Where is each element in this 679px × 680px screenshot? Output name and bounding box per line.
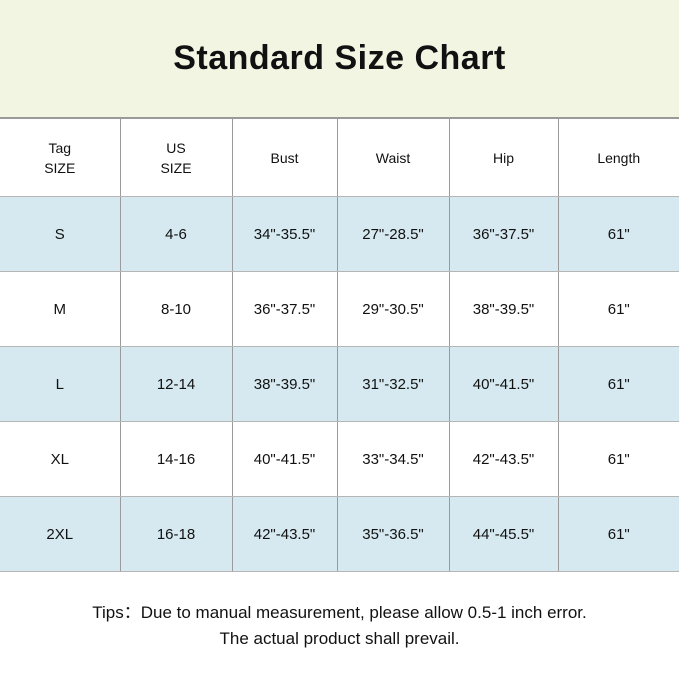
table-cell: 2XL	[0, 497, 120, 572]
table-cell: 36"-37.5"	[232, 272, 337, 347]
table-cell: 29"-30.5"	[337, 272, 449, 347]
tips-line-2: The actual product shall prevail.	[219, 626, 459, 652]
table-cell: 38"-39.5"	[232, 347, 337, 422]
tips-line-1: Tips：Due to manual measurement, please a…	[92, 600, 587, 626]
table-cell: 12-14	[120, 347, 232, 422]
table-cell: M	[0, 272, 120, 347]
table-cell: 36"-37.5"	[449, 197, 558, 272]
column-header-text: SIZE	[0, 158, 120, 178]
table-cell: 42"-43.5"	[449, 422, 558, 497]
table-cell: XL	[0, 422, 120, 497]
table-cell: 44"-45.5"	[449, 497, 558, 572]
column-header: Length	[558, 119, 679, 197]
page-title: Standard Size Chart	[0, 0, 679, 119]
table-cell: 31"-32.5"	[337, 347, 449, 422]
table-cell: 40"-41.5"	[449, 347, 558, 422]
table-cell: 4-6	[120, 197, 232, 272]
table-cell: 34"-35.5"	[232, 197, 337, 272]
table-cell: 16-18	[120, 497, 232, 572]
table-cell: L	[0, 347, 120, 422]
table-cell: 61"	[558, 422, 679, 497]
table-cell: 61"	[558, 497, 679, 572]
table-cell: 61"	[558, 197, 679, 272]
table-cell: 42"-43.5"	[232, 497, 337, 572]
table-cell: S	[0, 197, 120, 272]
table-cell: 27"-28.5"	[337, 197, 449, 272]
column-header: Bust	[232, 119, 337, 197]
column-header-text: Length	[559, 148, 679, 168]
table-cell: 8-10	[120, 272, 232, 347]
table-cell: 40"-41.5"	[232, 422, 337, 497]
table-cell: 14-16	[120, 422, 232, 497]
column-header-text: US	[121, 138, 232, 158]
table-cell: 61"	[558, 347, 679, 422]
column-header-text: Bust	[233, 148, 337, 168]
column-header: Hip	[449, 119, 558, 197]
table-cell: 61"	[558, 272, 679, 347]
table-cell: 38"-39.5"	[449, 272, 558, 347]
column-header-text: Tag	[0, 138, 120, 158]
table-cell: 35"-36.5"	[337, 497, 449, 572]
column-header-text: Hip	[450, 148, 558, 168]
table-cell: 33"-34.5"	[337, 422, 449, 497]
tips-note: Tips：Due to manual measurement, please a…	[0, 572, 679, 680]
column-header: Waist	[337, 119, 449, 197]
column-header-text: SIZE	[121, 158, 232, 178]
column-header-text: Waist	[338, 148, 449, 168]
